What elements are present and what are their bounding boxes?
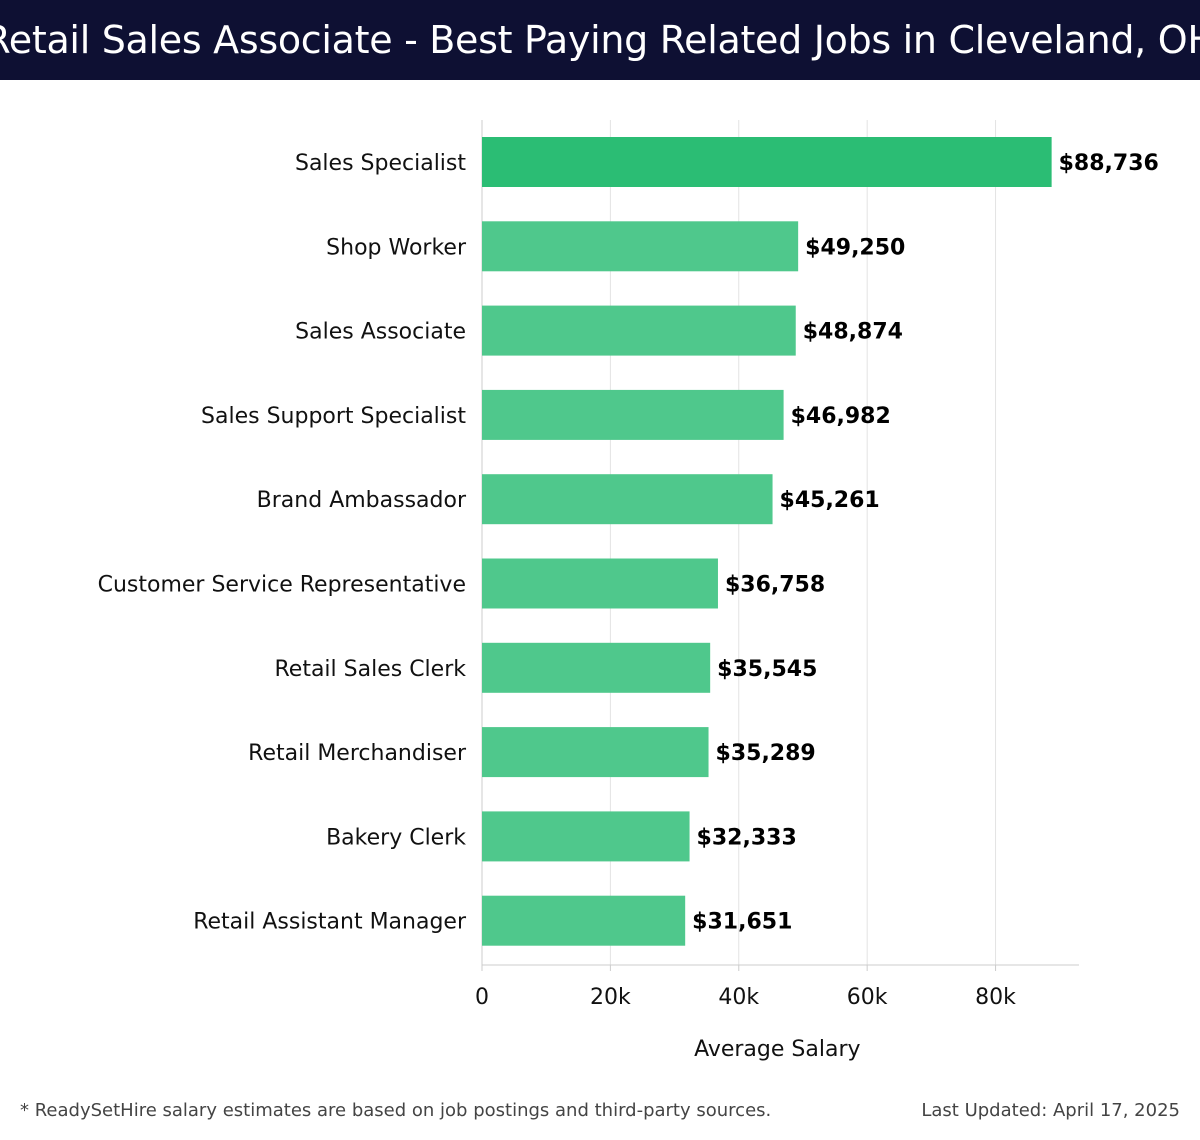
category-label: Retail Merchandiser xyxy=(248,741,467,766)
bar xyxy=(482,558,718,609)
bar xyxy=(482,895,686,946)
x-tick-label: 40k xyxy=(718,985,759,1010)
category-label: Sales Specialist xyxy=(295,151,466,176)
bar xyxy=(482,642,711,693)
category-label: Bakery Clerk xyxy=(326,825,466,850)
category-label: Customer Service Representative xyxy=(98,573,466,598)
x-tick-label: 60k xyxy=(847,985,888,1010)
bar xyxy=(482,221,799,272)
x-tick-label: 0 xyxy=(475,985,489,1010)
category-label: Sales Support Specialist xyxy=(201,404,466,429)
x-tick-label: 80k xyxy=(975,985,1016,1010)
bar xyxy=(482,727,709,778)
bar xyxy=(482,811,690,862)
value-label: $31,651 xyxy=(692,910,792,935)
value-label: $49,250 xyxy=(805,235,905,260)
x-tick-label: 20k xyxy=(590,985,631,1010)
category-label: Sales Associate xyxy=(295,320,466,345)
salary-bar-chart: 0 20k 40k 60k 80k Average Salary Sales Special… xyxy=(98,120,1159,1062)
category-label: Retail Assistant Manager xyxy=(193,910,467,935)
value-label: $48,874 xyxy=(803,320,903,345)
footer-note: * ReadySetHire salary estimates are base… xyxy=(20,1100,772,1121)
value-label: $32,333 xyxy=(697,825,797,850)
category-label: Shop Worker xyxy=(326,235,467,260)
category-label: Retail Sales Clerk xyxy=(274,657,466,682)
last-updated: Last Updated: April 17, 2025 xyxy=(921,1100,1180,1121)
value-label: $35,545 xyxy=(717,657,817,682)
value-label: $88,736 xyxy=(1059,151,1159,176)
value-label: $46,982 xyxy=(791,404,891,429)
value-label: $45,261 xyxy=(780,488,880,513)
bar xyxy=(482,474,773,525)
category-label: Brand Ambassador xyxy=(257,488,467,513)
x-axis-label: Average Salary xyxy=(694,1037,860,1062)
chart-header: Retail Sales Associate - Best Paying Rel… xyxy=(0,0,1200,80)
bar xyxy=(482,305,796,356)
chart-title: Retail Sales Associate - Best Paying Rel… xyxy=(0,18,1200,62)
bar xyxy=(482,137,1052,187)
bar xyxy=(482,389,784,440)
value-label: $35,289 xyxy=(716,741,816,766)
value-label: $36,758 xyxy=(725,573,825,598)
